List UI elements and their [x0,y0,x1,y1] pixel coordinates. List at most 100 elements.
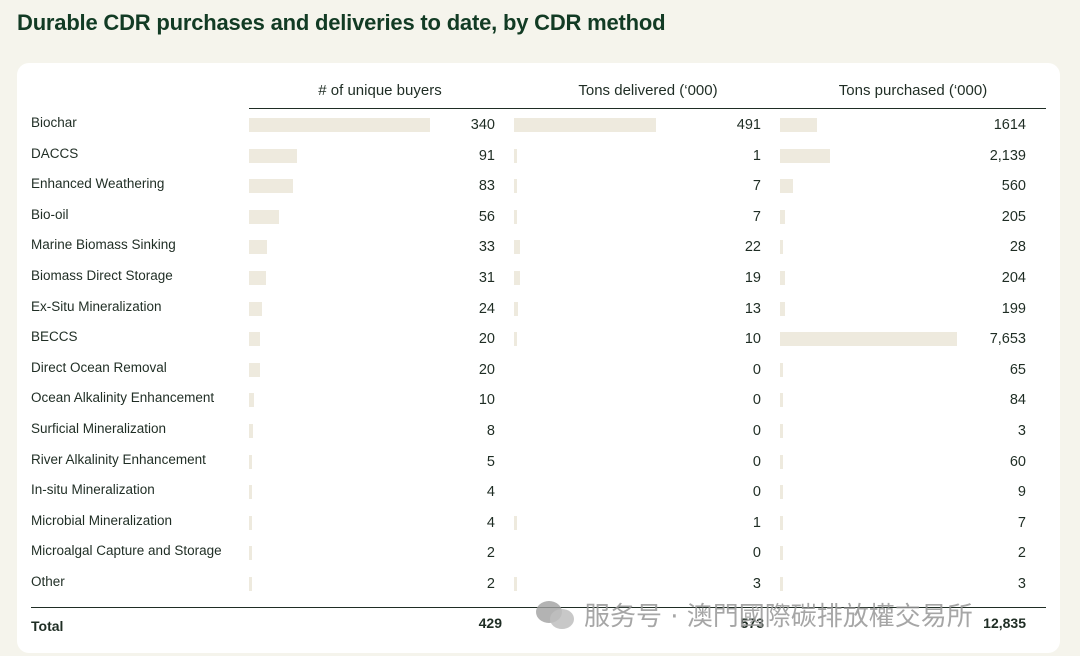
bar-buyers [249,240,267,255]
bar-purchased [780,485,783,500]
row-label: Ex-Situ Mineralization [31,298,162,314]
bar-purchased [780,577,783,591]
value-purchased: 2 [1017,545,1026,562]
value-purchased: 2,139 [989,147,1026,164]
value-delivered: 19 [744,270,761,286]
bar-delivered [514,209,517,224]
row-label: BECCS [31,329,78,345]
row-label: In-situ Mineralization [31,482,155,498]
bar-buyers [249,148,298,163]
row-label: Microbial Mineralization [31,512,173,528]
value-buyers: 91 [478,147,495,164]
bar-buyers [249,577,252,591]
bar-purchased [780,515,783,530]
value-delivered: 0 [752,453,761,470]
bar-buyers [249,454,252,469]
value-delivered: 10 [744,331,761,348]
bar-buyers [249,546,252,561]
row-label: Biochar [31,115,77,130]
value-purchased: 9 [1017,484,1026,501]
row-label: Direct Ocean Removal [31,359,167,375]
value-buyers: 2 [486,576,495,592]
value-buyers: 56 [478,208,495,225]
bar-purchased [780,454,783,469]
value-buyers: 4 [486,514,495,531]
value-delivered: 22 [744,239,761,256]
watermark-text: 服务号 · 澳門國際碳排放權交易所 [584,602,973,632]
value-delivered: 0 [752,545,761,562]
value-delivered: 7 [752,178,761,195]
bar-buyers [249,118,430,132]
bar-buyers [249,271,266,285]
value-purchased: 560 [1001,178,1026,195]
value-buyers: 20 [478,361,495,378]
row-label: Enhanced Weathering [31,176,165,192]
value-buyers: 4 [486,484,495,501]
total-delivered: 573 [740,615,764,631]
value-purchased: 60 [1009,453,1026,470]
wechat-icon [536,599,576,631]
value-purchased: 7 [1017,514,1026,531]
value-purchased: 7,653 [989,331,1026,348]
row-label: Microalgal Capture and Storage [31,543,222,559]
value-delivered: 1 [752,147,761,164]
header-divider [249,108,1046,109]
value-purchased: 199 [1001,300,1026,317]
bar-purchased [780,332,957,347]
value-buyers: 33 [478,239,495,256]
row-label: Other [31,574,65,589]
total-label: Total [31,618,64,634]
value-buyers: 340 [470,117,495,133]
bar-delivered [514,332,517,347]
bar-purchased [780,393,783,408]
bar-buyers [249,485,252,500]
bar-buyers [249,179,294,194]
row-label: Marine Biomass Sinking [31,237,176,253]
value-purchased: 204 [1001,270,1026,286]
value-buyers: 10 [478,392,495,409]
value-purchased: 3 [1017,576,1026,592]
bar-delivered [514,515,517,530]
bar-delivered [514,118,656,132]
bar-delivered [514,271,520,285]
value-delivered: 0 [752,423,761,439]
table-card [17,63,1060,653]
total-purchased: 12,835 [983,615,1026,631]
value-delivered: 0 [752,392,761,409]
bar-delivered [514,301,518,316]
bar-buyers [249,332,260,347]
value-buyers: 24 [478,300,495,317]
row-label: Ocean Alkalinity Enhancement [31,390,215,406]
bar-purchased [780,209,785,224]
value-delivered: 13 [744,300,761,317]
row-label: DACCS [31,145,79,161]
value-delivered: 0 [752,484,761,501]
row-label: Bio-oil [31,206,69,222]
bar-delivered [514,148,517,163]
bar-purchased [780,148,830,163]
watermark: 服务号 · 澳門國際碳排放權交易所 [536,596,973,633]
value-delivered: 3 [752,576,761,592]
bar-buyers [249,362,260,377]
bar-delivered [514,240,521,255]
bar-delivered [514,179,517,194]
column-header-buyers: # of unique buyers [318,82,442,99]
value-purchased: 84 [1009,392,1026,409]
value-buyers: 31 [478,270,495,286]
value-purchased: 1614 [993,117,1026,133]
page-title: Durable CDR purchases and deliveries to … [17,10,666,35]
value-buyers: 83 [478,178,495,195]
value-delivered: 1 [752,514,761,531]
row-label: Surficial Mineralization [31,421,167,436]
bar-purchased [780,546,783,561]
bar-buyers [249,424,254,438]
value-buyers: 2 [486,545,495,562]
value-purchased: 28 [1009,239,1026,256]
value-delivered: 7 [752,208,761,225]
column-header-delivered: Tons delivered (‘000) [578,82,718,99]
value-delivered: 0 [752,361,761,378]
value-purchased: 205 [1001,208,1026,225]
value-purchased: 65 [1009,361,1026,378]
bar-buyers [249,301,262,316]
bar-purchased [780,424,783,438]
